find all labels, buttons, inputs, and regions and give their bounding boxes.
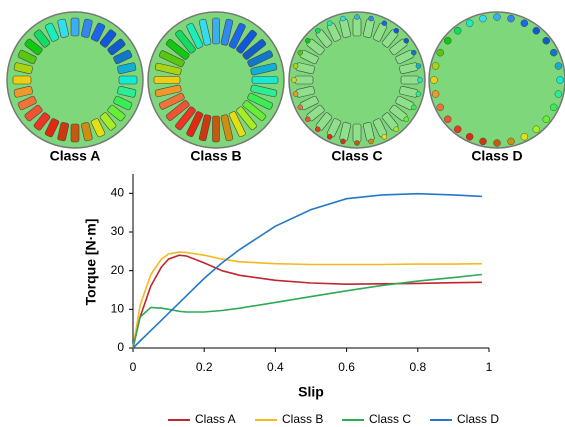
rotor-bar — [543, 37, 550, 44]
x-tick-label: 1 — [486, 360, 493, 374]
series-line — [133, 252, 482, 348]
rotor-bar — [508, 138, 515, 145]
x-tick-label: 0 — [130, 360, 137, 374]
rotor-slot — [295, 76, 313, 84]
rotor-bar — [355, 141, 360, 146]
x-axis-label: Slip — [298, 384, 324, 400]
x-tick-label: 0.6 — [338, 360, 355, 374]
rotor-bar — [382, 21, 387, 26]
rotor-bar — [432, 62, 439, 69]
rotor-bar — [508, 15, 515, 22]
rotor-bar — [327, 21, 332, 26]
rotor-bar — [293, 63, 298, 68]
rotor-bar — [394, 127, 399, 132]
series-line — [133, 275, 482, 349]
rotor-bar — [550, 49, 557, 56]
x-tick-label: 0.2 — [196, 360, 213, 374]
rotor-bar — [327, 134, 332, 139]
rotor-label: Class C — [331, 148, 382, 164]
page: Slip Torque [N·m] Class A Class B Class C C… — [0, 0, 565, 427]
rotor-bar — [454, 126, 461, 133]
rotor-slot — [71, 124, 79, 142]
rotor-disc — [429, 12, 565, 148]
rotor-bar — [555, 62, 562, 69]
rotor-bar — [479, 15, 486, 22]
y-tick-label: 40 — [111, 186, 125, 200]
rotor-bar — [418, 78, 423, 83]
rotor-bar — [369, 139, 374, 144]
rotor-slot — [119, 76, 137, 84]
series-line — [133, 255, 482, 348]
rotor-bar — [355, 15, 360, 20]
y-tick-label: 10 — [111, 302, 125, 316]
rotor-bar — [394, 28, 399, 33]
rotor-bar — [416, 92, 421, 97]
rotor-bar — [411, 50, 416, 55]
legend-label: Class A — [195, 412, 236, 426]
rotor-bar — [369, 16, 374, 21]
x-tick-label: 0.4 — [267, 360, 284, 374]
rotor-bar — [411, 105, 416, 110]
legend-label: Class D — [457, 412, 499, 426]
rotor-label: Class A — [50, 148, 101, 164]
rotor-bar — [298, 50, 303, 55]
rotor-bar — [293, 92, 298, 97]
rotor-bar — [340, 16, 345, 21]
rotor-bar — [521, 133, 528, 140]
rotor-label: Class D — [471, 148, 522, 164]
rotor-slot — [252, 77, 278, 84]
rotor-bar — [437, 49, 444, 56]
y-tick-label: 30 — [111, 224, 125, 238]
rotor-bar — [466, 20, 473, 27]
rotor-bar — [292, 78, 297, 83]
rotor-bar — [315, 127, 320, 132]
rotor-label: Class B — [190, 148, 241, 164]
rotor-bar — [557, 77, 564, 84]
rotor-bar — [305, 117, 310, 122]
rotor-bar — [494, 14, 501, 21]
legend-label: Class C — [369, 412, 411, 426]
rotor-bar — [382, 134, 387, 139]
rotor-slot — [213, 116, 220, 142]
y-tick-label: 20 — [111, 263, 125, 277]
rotor-slot — [213, 18, 220, 44]
rotor-bar — [305, 38, 310, 43]
rotor-slot — [13, 76, 31, 84]
rotor-bar — [550, 104, 557, 111]
rotor-bar — [555, 91, 562, 98]
rotor-bar — [444, 116, 451, 123]
y-axis-label: Torque [N·m] — [83, 219, 99, 306]
rotor-bar — [416, 63, 421, 68]
rotor-slot — [353, 18, 361, 36]
rotor-bar — [340, 139, 345, 144]
rotor-bar — [533, 126, 540, 133]
rotor-bar — [298, 105, 303, 110]
rotor-bar — [479, 138, 486, 145]
rotor-bar — [494, 140, 501, 147]
rotor-bar — [444, 37, 451, 44]
rotor-slot — [353, 124, 361, 142]
rotor-slot — [71, 18, 79, 36]
rotor-bar — [454, 27, 461, 34]
series-line — [133, 194, 482, 348]
rotor-bar — [404, 38, 409, 43]
rotor-bar — [404, 117, 409, 122]
y-tick-label: 0 — [117, 340, 124, 354]
rotor-bar — [466, 133, 473, 140]
rotor-bar — [315, 28, 320, 33]
legend-label: Class B — [282, 412, 323, 426]
rotor-bar — [533, 27, 540, 34]
rotor-slot — [154, 77, 180, 84]
rotor-bar — [432, 91, 439, 98]
rotor-bar — [437, 104, 444, 111]
rotor-slot — [401, 76, 419, 84]
x-tick-label: 0.8 — [409, 360, 426, 374]
rotor-bar — [543, 116, 550, 123]
rotor-bar — [521, 20, 528, 27]
rotor-bar — [431, 77, 438, 84]
